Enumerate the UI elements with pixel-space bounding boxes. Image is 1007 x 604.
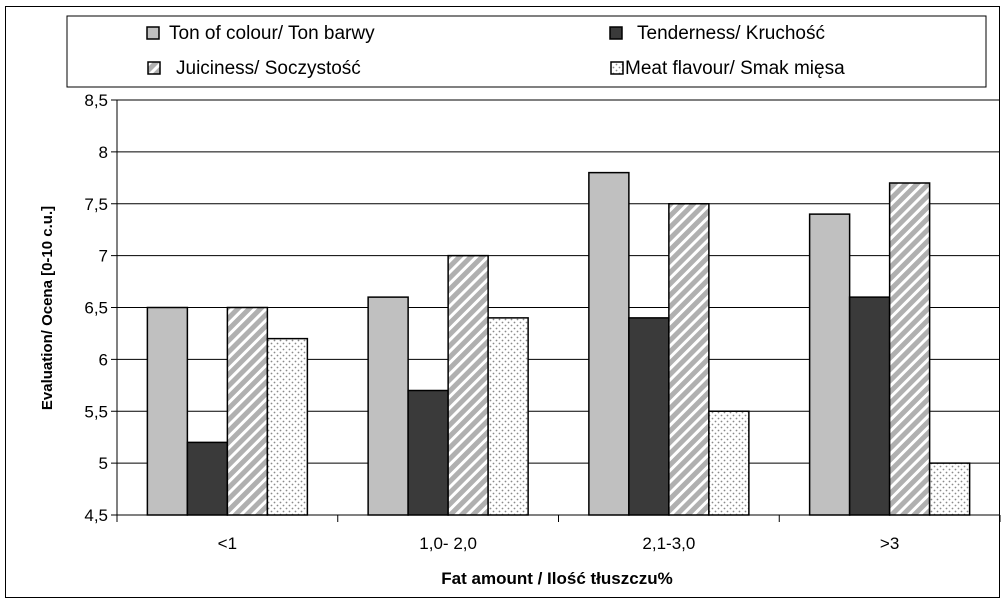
axes: 4,5 5 5,5 6 6,5 7 7,5 8 8,5 <1 1,0- 2,0 2,1-3,0 >3 (84, 91, 1001, 553)
x-tick-label: <1 (218, 534, 237, 553)
legend-label-meat-flavour: Meat flavour/ Smak mięsa (625, 58, 845, 79)
bar-tenderness-krucho-0 (186, 441, 229, 516)
x-tick-label: 1,0- 2,0 (419, 534, 477, 553)
legend-label-ton-of-colour: Ton of colour/ Ton barwy (169, 23, 375, 44)
bar-ton-of-colour-ton-barwy-1 (367, 296, 409, 516)
y-tick-label: 6,5 (84, 299, 108, 318)
bar-meat-flavour-smak-mi-sa-2 (708, 410, 750, 516)
bar-tenderness-krucho-2 (628, 317, 670, 516)
legend-swatch-meat-flavour (610, 61, 624, 75)
bar-ton-of-colour-ton-barwy-0 (146, 306, 189, 516)
legend-box (66, 15, 987, 88)
y-tick-label: 5 (99, 454, 108, 473)
bar-juiciness-soczysto-1 (447, 254, 489, 516)
legend-label-tenderness: Tenderness/ Kruchość (637, 23, 825, 44)
bar-juiciness-soczysto-0 (226, 306, 269, 516)
legend-swatch-juiciness (147, 61, 161, 75)
legend-entry-ton-of-colour: Ton of colour/ Ton barwy (146, 23, 375, 44)
bar-juiciness-soczysto-2 (668, 203, 710, 516)
y-tick-label: 7,5 (84, 195, 108, 214)
y-tick-label: 5,5 (84, 402, 108, 421)
x-tick-label: >3 (880, 534, 899, 553)
bar-meat-flavour-smak-mi-sa-0 (266, 337, 309, 516)
y-tick-label: 7 (99, 247, 108, 266)
legend-entry-meat-flavour: Meat flavour/ Smak mięsa (610, 58, 845, 79)
bar-tenderness-krucho-1 (407, 389, 449, 516)
y-tick-label: 8,5 (84, 91, 108, 110)
y-tick-label: 4,5 (84, 506, 108, 525)
legend: Ton of colour/ Ton barwy Tenderness/ Kru… (66, 15, 987, 88)
bar-ton-of-colour-ton-barwy-2 (588, 171, 630, 516)
legend-label-juiciness: Juiciness/ Soczystość (176, 58, 361, 79)
x-tick-label: 2,1-3,0 (642, 534, 695, 553)
legend-entry-juiciness: Juiciness/ Soczystość (147, 58, 361, 79)
legend-swatch-ton-of-colour (146, 26, 160, 40)
y-tick-label: 6 (99, 350, 108, 369)
x-axis-title: Fat amount / Ilość tłuszczu% (441, 569, 672, 588)
y-tick-label: 8 (99, 143, 108, 162)
bar-meat-flavour-smak-mi-sa-3 (928, 462, 971, 516)
y-axis-title: Evaluation/ Ocena [0-10 c.u.] (39, 206, 56, 410)
bar-juiciness-soczysto-3 (888, 182, 931, 516)
legend-swatch-tenderness (609, 26, 623, 40)
bar-tenderness-krucho-3 (848, 296, 891, 516)
bar-ton-of-colour-ton-barwy-3 (808, 213, 851, 516)
bars (146, 171, 971, 516)
bar-meat-flavour-smak-mi-sa-1 (487, 317, 529, 516)
legend-entry-tenderness: Tenderness/ Kruchość (609, 23, 825, 44)
